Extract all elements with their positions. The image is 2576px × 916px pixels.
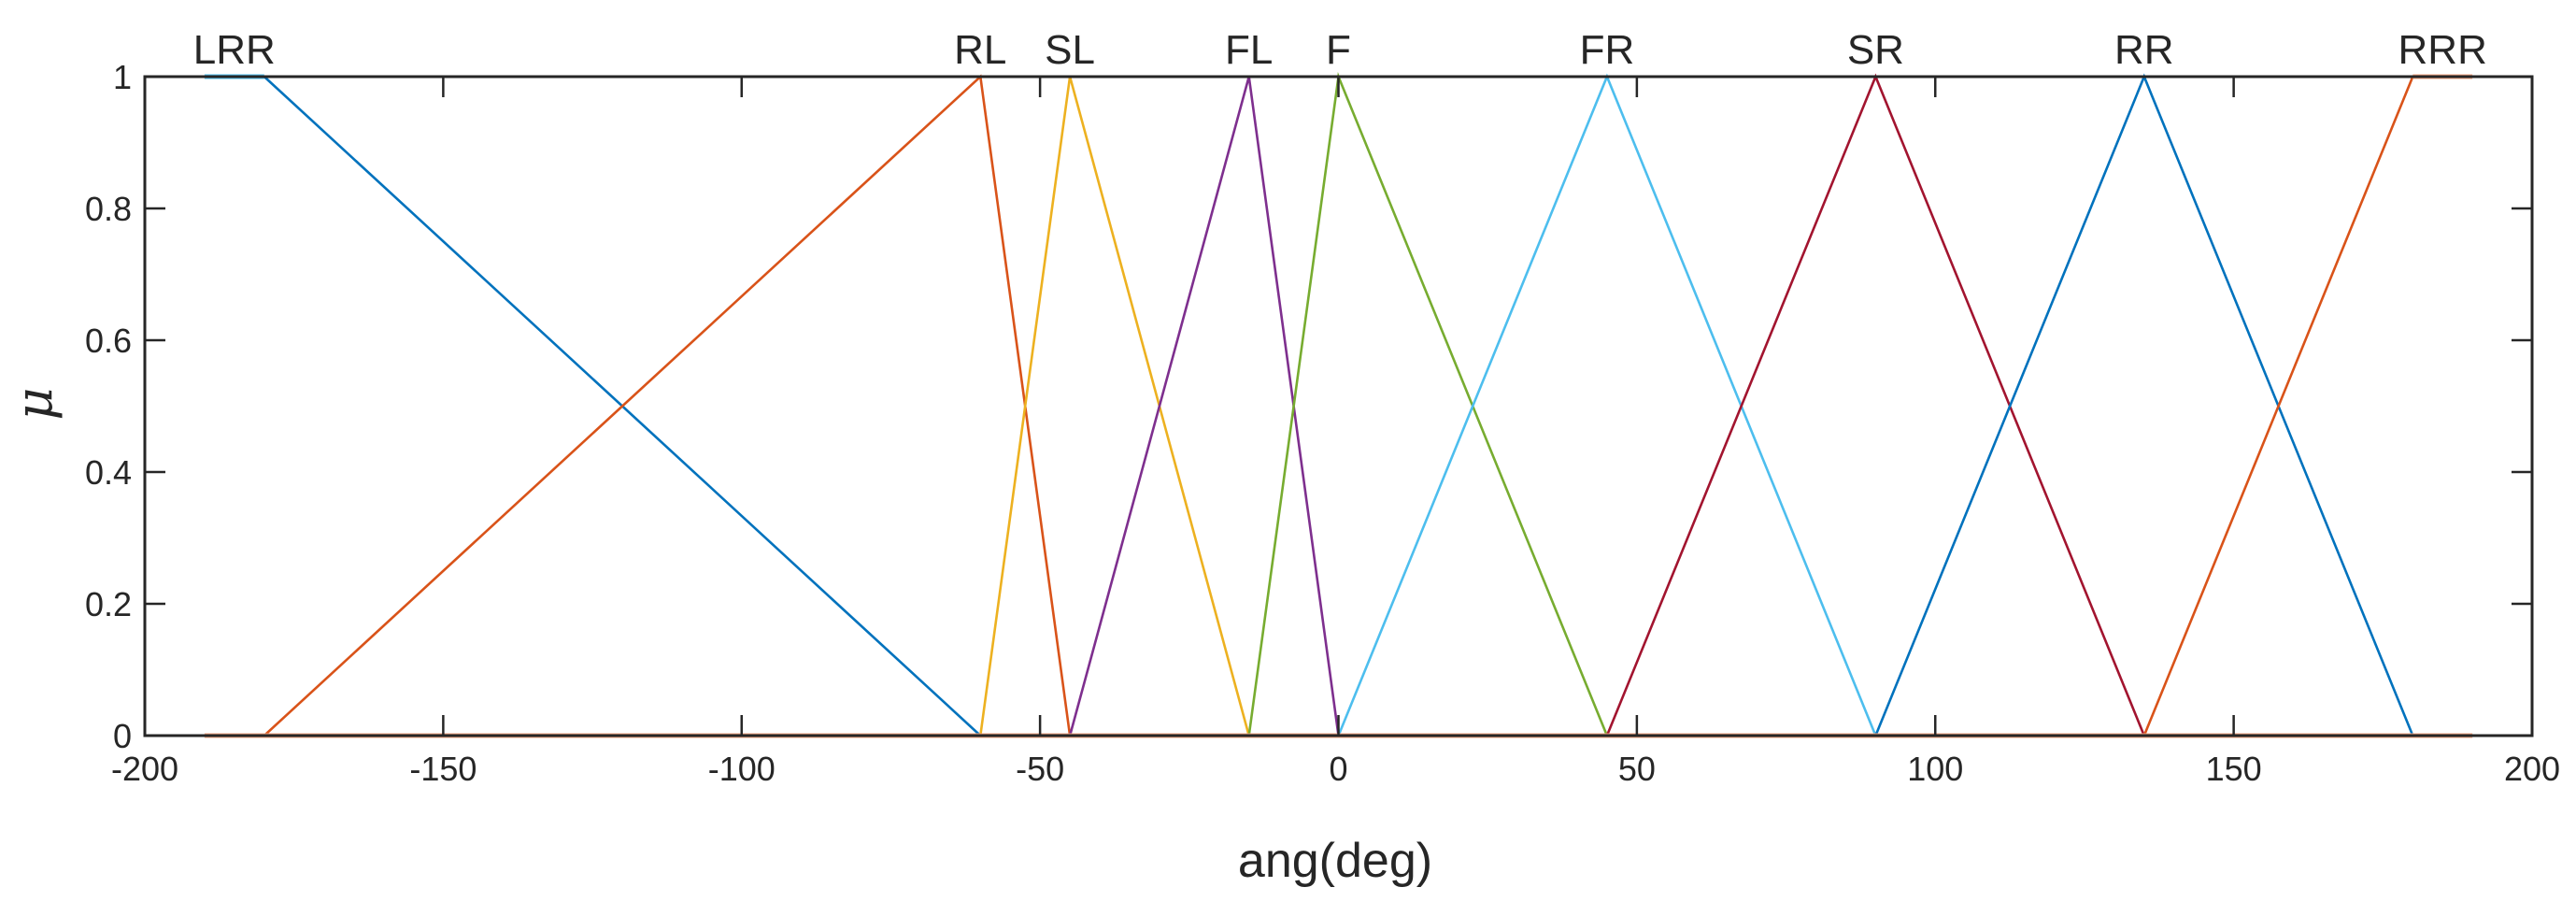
y-tick-label: 0.2 <box>85 585 132 623</box>
mf-label-sl: SL <box>1045 27 1095 73</box>
mf-label-lrr: LRR <box>193 27 276 73</box>
y-axis-label: μ <box>5 387 64 420</box>
mf-label-fr: FR <box>1580 27 1635 73</box>
x-tick-label: -50 <box>1016 750 1064 788</box>
x-tick-label: -100 <box>708 750 776 788</box>
x-tick-label: 100 <box>1907 750 1963 788</box>
membership-labels: LRR RL SL FL F FR SR RR RRR <box>193 27 2487 73</box>
mf-label-fl: FL <box>1225 27 1273 73</box>
series-line-rrr-10 <box>2142 76 2414 737</box>
x-tick-label: 50 <box>1618 750 1656 788</box>
y-tick-label: 0.6 <box>85 322 132 360</box>
x-axis-label: ang(deg) <box>1238 834 1432 888</box>
y-tick-label: 0 <box>113 717 132 755</box>
y-tick-label: 1 <box>113 58 132 96</box>
y-tick-label: 0.8 <box>85 190 132 228</box>
axes: -200 -150 -100 -50 0 50 100 150 200 0 0.2 0.4 0.6 0.8… <box>85 58 2560 788</box>
x-tick-label: 0 <box>1329 750 1347 788</box>
mf-label-rl: RL <box>954 27 1006 73</box>
x-tick-label: 200 <box>2504 750 2560 788</box>
mf-label-sr: SR <box>1847 27 1904 73</box>
y-tick-label: 0.4 <box>85 453 132 492</box>
x-tick-label: 150 <box>2206 750 2262 788</box>
x-tick-label: -150 <box>409 750 477 788</box>
mf-label-rrr: RRR <box>2398 27 2487 73</box>
mf-label-f: F <box>1326 27 1351 73</box>
x-tick-label: -200 <box>111 750 178 788</box>
mf-label-rr: RR <box>2114 27 2174 73</box>
